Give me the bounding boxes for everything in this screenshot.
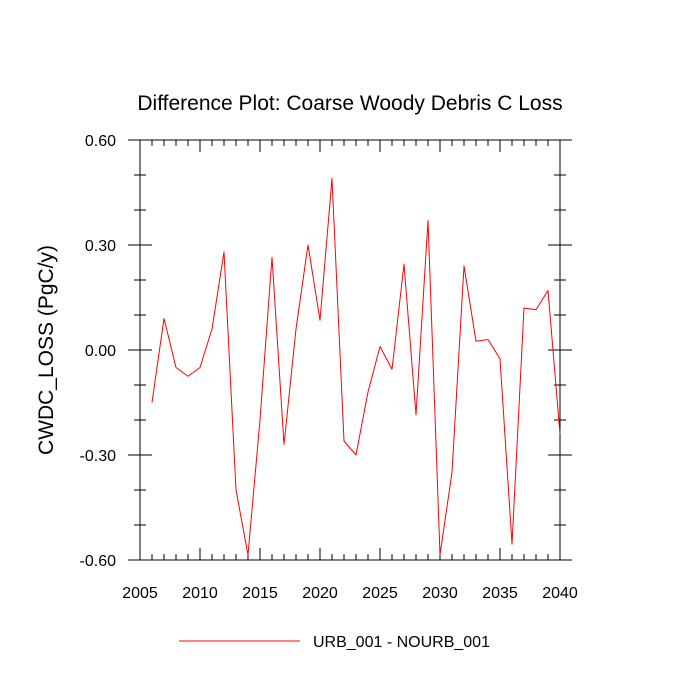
x-tick-label: 2020 — [302, 585, 338, 602]
x-tick-label: 2035 — [482, 585, 518, 602]
y-tick-label: 0.60 — [85, 133, 116, 150]
y-axis-label: CWDC_LOSS (PgC/y) — [35, 245, 58, 455]
x-tick-label: 2015 — [242, 585, 278, 602]
x-tick-label: 2030 — [422, 585, 458, 602]
series-layer — [151, 178, 561, 556]
y-axis: -0.60 -0.30 0.00 0.30 0.60 — [80, 133, 572, 570]
chart-title: Difference Plot: Coarse Woody Debris C L… — [137, 92, 562, 115]
x-tick-label: 2040 — [542, 585, 578, 602]
y-tick-label: -0.30 — [80, 448, 117, 465]
plot-border — [139, 139, 561, 561]
series-line-0 — [151, 178, 561, 556]
y-tick-label: -0.60 — [80, 553, 117, 570]
x-tick-label: 2010 — [182, 585, 218, 602]
x-tick-label: 2025 — [362, 585, 398, 602]
y-tick-label: 0.00 — [85, 343, 116, 360]
plot-frame — [139, 139, 561, 561]
y-tick-label: 0.30 — [85, 238, 116, 255]
x-axis: 2005 2010 2015 2020 2025 2030 2035 2040 — [122, 140, 578, 602]
legend: URB_001 - NOURB_001 — [179, 634, 490, 651]
x-tick-label: 2005 — [122, 585, 158, 602]
legend-label: URB_001 - NOURB_001 — [313, 634, 490, 651]
